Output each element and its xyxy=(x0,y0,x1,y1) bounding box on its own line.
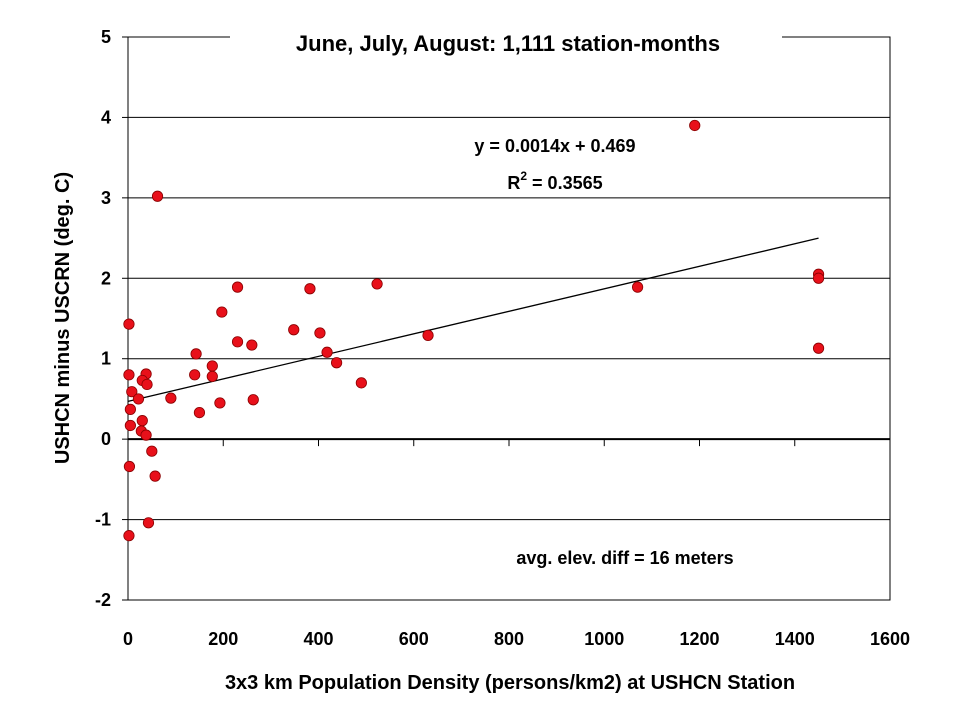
y-tick-label: 2 xyxy=(101,268,111,288)
x-tick-label: 600 xyxy=(399,629,429,649)
trendline xyxy=(127,237,819,403)
data-point xyxy=(206,370,218,383)
data-point xyxy=(288,324,300,336)
title-background xyxy=(230,27,782,57)
data-point xyxy=(355,377,367,389)
plot-area xyxy=(127,36,891,601)
data-point xyxy=(123,369,135,381)
data-point xyxy=(812,342,825,354)
data-point xyxy=(124,403,136,415)
x-axis-ticks: 0 200 400 600 800 1000 1200 1400 1600 xyxy=(123,439,910,649)
data-point xyxy=(330,357,343,369)
x-tick-label: 200 xyxy=(208,629,238,649)
y-tick-label: 0 xyxy=(101,429,111,449)
r-squared-value: = 0.3565 xyxy=(527,173,603,193)
y-tick-label: -1 xyxy=(95,510,111,530)
y-axis-title: USHCN minus USCRN (deg. C) xyxy=(52,172,74,464)
data-point xyxy=(631,281,644,293)
data-point xyxy=(214,397,226,409)
data-points xyxy=(123,119,825,542)
x-tick-label: 1600 xyxy=(870,629,910,649)
r-squared-superscript: 2 xyxy=(520,169,527,183)
data-point xyxy=(136,415,148,427)
x-tick-label: 1200 xyxy=(679,629,719,649)
y-tick-label: 4 xyxy=(101,107,111,127)
data-point xyxy=(142,517,155,529)
data-point xyxy=(141,378,153,391)
trend-equation: y = 0.0014x + 0.469 xyxy=(474,136,635,156)
data-point xyxy=(321,346,333,358)
y-tick-label: 5 xyxy=(101,27,111,47)
grid-lines xyxy=(128,36,890,601)
data-point xyxy=(812,272,825,284)
data-point xyxy=(123,530,135,542)
chart-title: June, July, August: 1,111 station-months xyxy=(296,31,720,56)
data-point xyxy=(247,394,259,406)
data-point xyxy=(422,329,434,341)
r-squared-label: R2 = 0.3565 xyxy=(507,169,602,193)
data-point xyxy=(246,339,258,351)
data-point xyxy=(140,429,152,441)
data-point xyxy=(371,278,383,290)
data-point xyxy=(190,348,202,360)
data-point xyxy=(206,360,218,372)
data-point xyxy=(304,283,316,295)
y-tick-label: -2 xyxy=(95,590,111,610)
r-squared-prefix: R xyxy=(507,173,520,193)
x-tick-label: 400 xyxy=(303,629,333,649)
data-point xyxy=(132,393,145,405)
data-point xyxy=(231,281,244,293)
x-axis-title: 3x3 km Population Density (persons/km2) … xyxy=(225,672,795,694)
data-point xyxy=(189,369,201,381)
x-tick-label: 1400 xyxy=(775,629,815,649)
data-point xyxy=(149,470,161,482)
data-point xyxy=(123,460,136,473)
data-point xyxy=(165,392,177,404)
data-point xyxy=(216,306,228,318)
x-tick-label: 0 xyxy=(123,629,133,649)
data-point xyxy=(314,327,326,339)
x-tick-label: 800 xyxy=(494,629,524,649)
data-point xyxy=(231,336,244,348)
x-tick-label: 1000 xyxy=(584,629,624,649)
data-point xyxy=(193,407,206,419)
y-tick-label: 1 xyxy=(101,349,111,369)
data-point xyxy=(689,119,701,132)
y-tick-label: 3 xyxy=(101,188,111,208)
data-point xyxy=(146,445,158,457)
data-point xyxy=(124,419,136,432)
data-point xyxy=(126,386,138,398)
elevation-note: avg. elev. diff = 16 meters xyxy=(516,548,733,568)
data-point xyxy=(123,318,135,330)
y-axis-ticks: -2 -1 0 1 2 3 4 5 xyxy=(95,27,128,610)
data-point xyxy=(151,190,164,202)
